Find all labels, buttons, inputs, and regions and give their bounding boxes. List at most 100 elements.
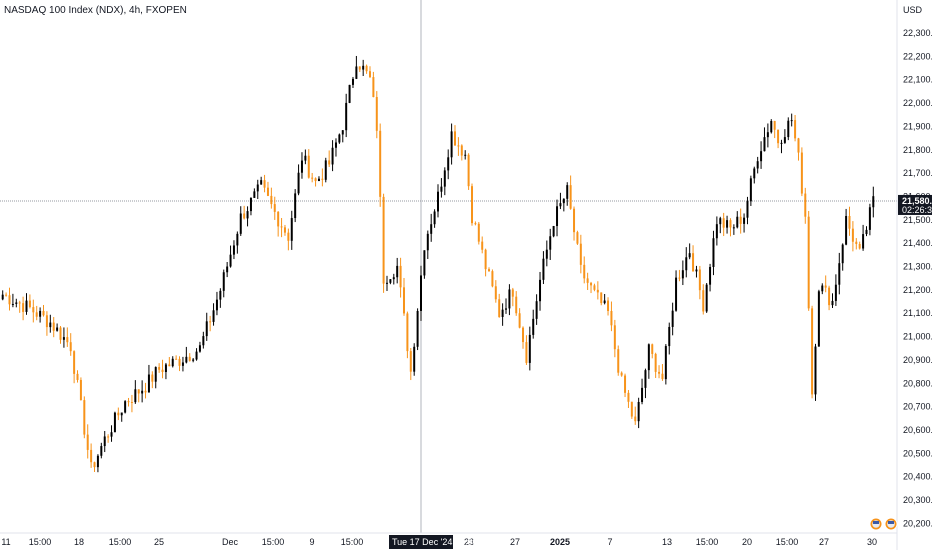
candle-body	[862, 234, 865, 249]
candle-body	[52, 322, 55, 331]
candle-body	[382, 196, 385, 284]
candle-body	[624, 375, 627, 393]
candle-body	[508, 289, 511, 309]
candle-body	[630, 401, 633, 417]
candle-body	[450, 131, 453, 158]
candle-body	[375, 97, 378, 131]
candle-body	[753, 168, 756, 179]
candle-body	[838, 263, 841, 285]
candle-body	[317, 178, 320, 182]
price-tick-label: 22,300.0	[903, 28, 932, 38]
candle-body	[18, 302, 21, 304]
candle-body	[137, 389, 140, 394]
candle-body	[164, 364, 167, 372]
candle-body	[239, 213, 242, 234]
candle-body	[314, 178, 317, 182]
candle-body	[607, 300, 610, 311]
candle-body	[396, 265, 399, 278]
candle-body	[460, 145, 463, 156]
candle-body	[392, 277, 395, 280]
candle-body	[746, 201, 749, 218]
candle-body	[86, 434, 89, 450]
candle-body	[236, 233, 239, 246]
candle-body	[732, 227, 735, 229]
candle-body	[668, 326, 671, 347]
candle-body	[855, 241, 858, 244]
price-tick-label: 20,900.0	[903, 355, 932, 365]
candle-body	[297, 172, 300, 194]
price-tick-label: 20,500.0	[903, 448, 932, 458]
candle-body	[454, 131, 457, 146]
time-tick-label: 11	[1, 537, 10, 547]
candle-body	[596, 289, 599, 293]
candle-body	[263, 180, 266, 188]
time-tick-label: Dec	[222, 537, 239, 547]
time-tick-label: 18	[74, 537, 84, 547]
candle-body	[100, 446, 103, 456]
candle-body	[566, 185, 569, 199]
candle-body	[161, 369, 164, 372]
candle-body	[865, 229, 868, 235]
time-tick-label: 20	[742, 537, 752, 547]
candle-body	[600, 292, 603, 304]
candle-body	[488, 269, 491, 272]
candle-body	[834, 284, 837, 301]
flag-icon-1[interactable]	[869, 517, 883, 531]
candle-body	[144, 390, 147, 393]
price-tick-label: 20,800.0	[903, 378, 932, 388]
candle-body	[654, 353, 657, 372]
candle-body	[117, 412, 120, 416]
candle-body	[362, 65, 365, 70]
candle-body	[110, 432, 113, 437]
candle-body	[287, 232, 290, 241]
current-price-tag: 21,580.7 02:26:33	[898, 194, 932, 215]
candle-body	[334, 142, 337, 148]
candle-body	[290, 218, 293, 241]
candle-body	[253, 191, 256, 198]
time-tick-label: 15:00	[341, 537, 364, 547]
price-tick-label: 21,900.0	[903, 121, 932, 131]
time-tick-label: 27	[819, 537, 829, 547]
candle-body	[59, 327, 62, 340]
current-price-value: 21,580.7	[902, 196, 932, 206]
candle-body	[790, 120, 793, 122]
candle-body	[770, 120, 773, 133]
candle-body	[545, 249, 548, 259]
candle-body	[671, 310, 674, 327]
candle-body	[205, 321, 208, 337]
candle-body	[780, 142, 783, 144]
candle-body	[440, 186, 443, 192]
candle-body	[246, 211, 249, 219]
candle-body	[794, 120, 797, 139]
candle-body	[787, 120, 790, 138]
candle-body	[11, 303, 14, 305]
candle-body	[617, 349, 620, 373]
candle-body	[715, 224, 718, 239]
time-axis: 11 15:00 18 15:00 25 Dec 15:00 9 15:00 23 27 2025 7 1…	[1, 537, 877, 547]
price-tick-label: 21,700.0	[903, 168, 932, 178]
candle-body	[311, 177, 314, 179]
candle-body	[93, 462, 96, 468]
candle-body	[341, 130, 344, 135]
candle-body	[817, 291, 820, 347]
currency-label[interactable]: USD	[902, 5, 922, 15]
candle-body	[841, 244, 844, 264]
candle-body	[528, 334, 531, 363]
candle-body	[73, 351, 76, 374]
candle-body	[695, 269, 698, 272]
flag-icon-2[interactable]	[884, 517, 898, 531]
candle-body	[202, 336, 205, 346]
candle-body	[848, 216, 851, 229]
candle-body	[358, 66, 361, 70]
candle-body	[549, 236, 552, 250]
candle-body	[644, 370, 647, 388]
candle-body	[42, 310, 45, 316]
candle-body	[243, 213, 246, 219]
price-tick-label: 21,400.0	[903, 238, 932, 248]
time-tick-label: 15:00	[109, 537, 132, 547]
candle-body	[743, 217, 746, 224]
candle-body	[749, 178, 752, 202]
price-tick-label: 20,200.0	[903, 518, 932, 528]
candle-body	[219, 290, 222, 300]
